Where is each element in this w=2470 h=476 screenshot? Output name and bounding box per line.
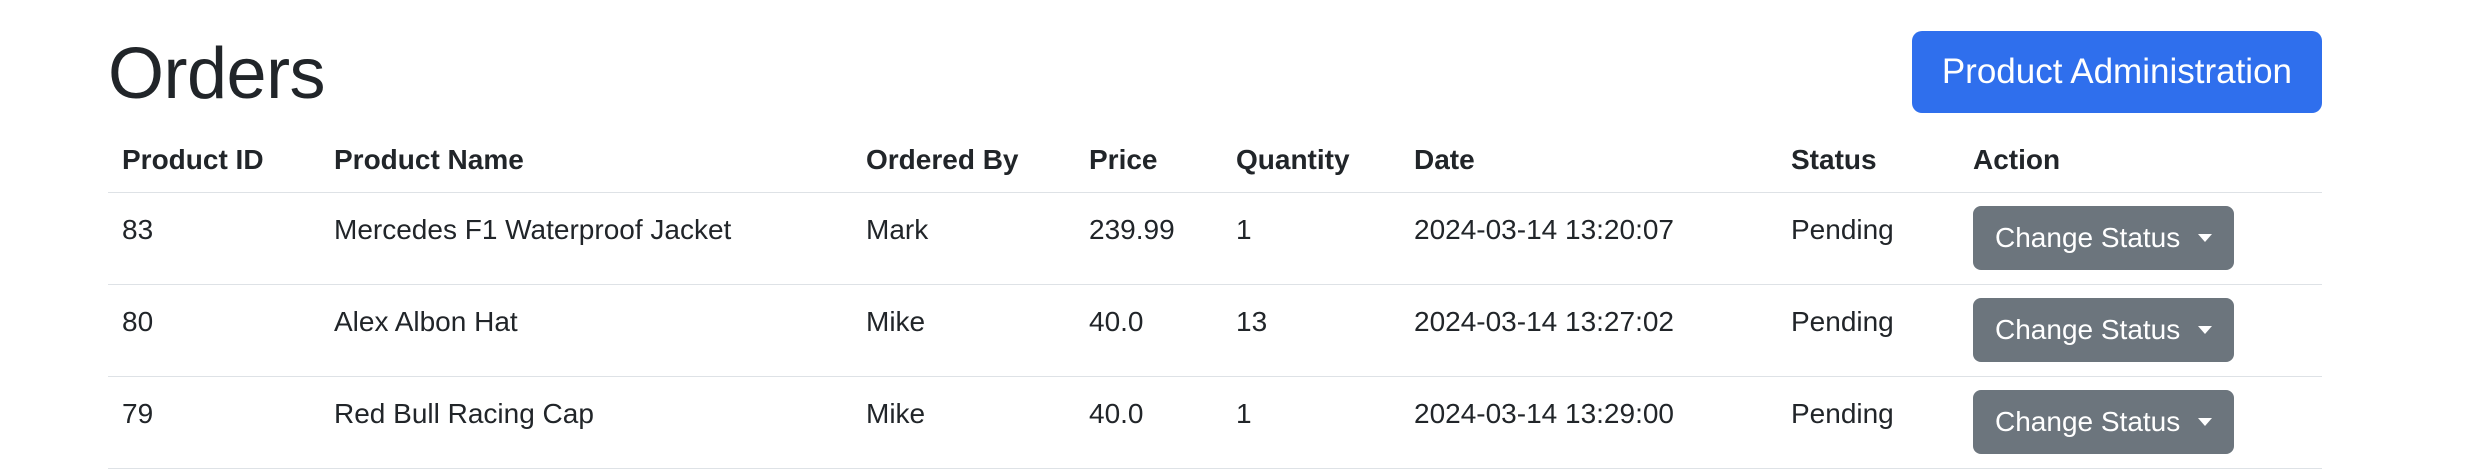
cell-ordered-by: Mike — [852, 376, 1075, 469]
cell-date: 2024-03-14 13:29:00 — [1400, 376, 1777, 469]
cell-action: Change Status — [1959, 192, 2322, 285]
orders-page: Orders Product Administration Product ID… — [108, 0, 2322, 469]
header-product-name: Product Name — [320, 130, 852, 193]
orders-table: Product ID Product Name Ordered By Price… — [108, 130, 2322, 469]
change-status-button[interactable]: Change Status — [1973, 206, 2235, 270]
cell-action: Change Status — [1959, 284, 2322, 377]
page-header: Orders Product Administration — [108, 0, 2322, 190]
change-status-button[interactable]: Change Status — [1973, 298, 2235, 362]
cell-quantity: 1 — [1222, 376, 1400, 469]
header-ordered-by: Ordered By — [852, 130, 1075, 193]
cell-product-name: Alex Albon Hat — [320, 284, 852, 377]
header-status: Status — [1777, 130, 1959, 193]
caret-down-icon — [2198, 418, 2213, 426]
header-date: Date — [1400, 130, 1777, 193]
cell-ordered-by: Mark — [852, 192, 1075, 285]
cell-ordered-by: Mike — [852, 284, 1075, 377]
table-row: 83 Mercedes F1 Waterproof Jacket Mark 23… — [108, 192, 2322, 285]
cell-price: 239.99 — [1075, 192, 1222, 285]
header-product-id: Product ID — [108, 130, 320, 193]
cell-status: Pending — [1777, 192, 1959, 285]
cell-product-id: 80 — [108, 284, 320, 377]
cell-quantity: 1 — [1222, 192, 1400, 285]
cell-status: Pending — [1777, 284, 1959, 377]
cell-quantity: 13 — [1222, 284, 1400, 377]
change-status-label: Change Status — [1995, 222, 2181, 253]
cell-status: Pending — [1777, 376, 1959, 469]
caret-down-icon — [2198, 234, 2213, 242]
cell-price: 40.0 — [1075, 376, 1222, 469]
page-title: Orders — [108, 34, 326, 114]
table-header-row: Product ID Product Name Ordered By Price… — [108, 130, 2322, 193]
product-administration-button[interactable]: Product Administration — [1911, 31, 2322, 113]
cell-action: Change Status — [1959, 376, 2322, 469]
cell-product-id: 79 — [108, 376, 320, 469]
header-quantity: Quantity — [1222, 130, 1400, 193]
change-status-label: Change Status — [1995, 314, 2181, 345]
cell-product-name: Mercedes F1 Waterproof Jacket — [320, 192, 852, 285]
cell-product-id: 83 — [108, 192, 320, 285]
header-action: Action — [1959, 130, 2322, 193]
cell-date: 2024-03-14 13:20:07 — [1400, 192, 1777, 285]
cell-product-name: Red Bull Racing Cap — [320, 376, 852, 469]
table-row: 79 Red Bull Racing Cap Mike 40.0 1 2024-… — [108, 376, 2322, 469]
cell-price: 40.0 — [1075, 284, 1222, 377]
header-price: Price — [1075, 130, 1222, 193]
change-status-label: Change Status — [1995, 406, 2181, 437]
change-status-button[interactable]: Change Status — [1973, 390, 2235, 454]
caret-down-icon — [2198, 326, 2213, 334]
table-row: 80 Alex Albon Hat Mike 40.0 13 2024-03-1… — [108, 284, 2322, 377]
cell-date: 2024-03-14 13:27:02 — [1400, 284, 1777, 377]
